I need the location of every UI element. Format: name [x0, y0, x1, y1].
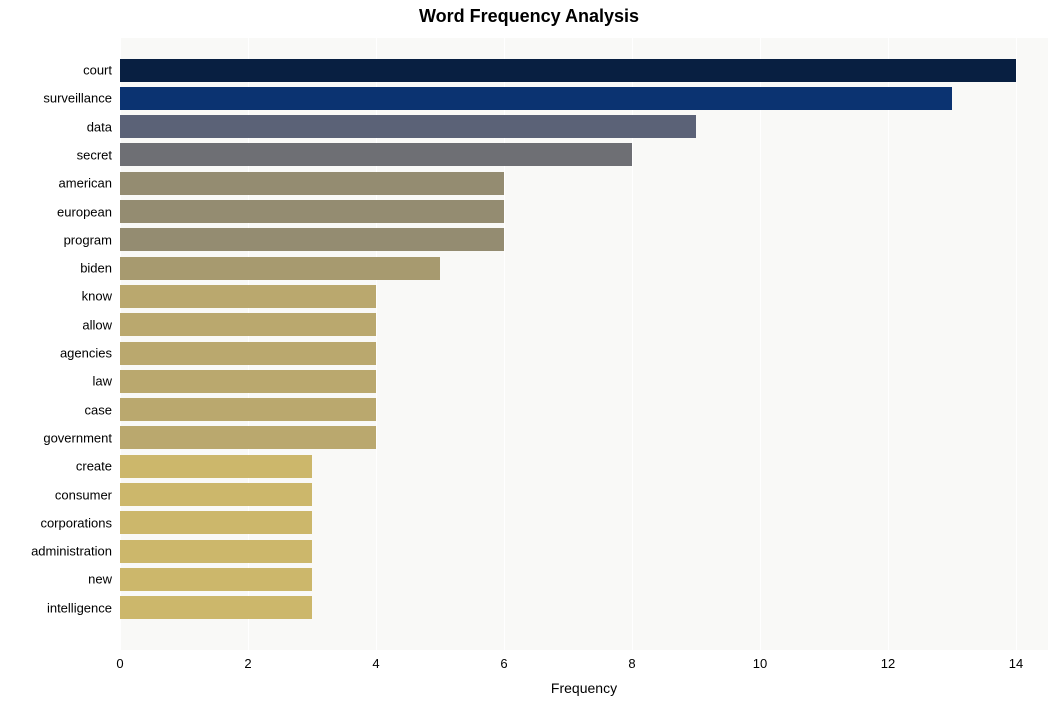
bar-european [120, 200, 504, 223]
y-label-know: know [82, 289, 120, 304]
y-label-program: program [64, 232, 120, 247]
bar-secret [120, 143, 632, 166]
bar-government [120, 426, 376, 449]
y-label-european: european [57, 204, 120, 219]
bar-consumer [120, 483, 312, 506]
y-label-consumer: consumer [55, 487, 120, 502]
x-tick-label: 6 [500, 650, 507, 671]
bar-allow [120, 313, 376, 336]
bar-data [120, 115, 696, 138]
grid-line [888, 38, 889, 650]
x-tick-label: 10 [753, 650, 767, 671]
bar-new [120, 568, 312, 591]
x-tick-label: 14 [1009, 650, 1023, 671]
y-label-new: new [88, 572, 120, 587]
x-tick-label: 0 [116, 650, 123, 671]
y-label-secret: secret [77, 147, 120, 162]
y-label-government: government [43, 430, 120, 445]
grid-line [1016, 38, 1017, 650]
y-label-case: case [85, 402, 120, 417]
y-label-biden: biden [80, 261, 120, 276]
y-label-intelligence: intelligence [47, 600, 120, 615]
y-label-law: law [92, 374, 120, 389]
x-tick-label: 12 [881, 650, 895, 671]
grid-line [760, 38, 761, 650]
y-label-corporations: corporations [40, 515, 120, 530]
bar-create [120, 455, 312, 478]
y-label-court: court [83, 63, 120, 78]
y-label-agencies: agencies [60, 346, 120, 361]
bar-corporations [120, 511, 312, 534]
x-tick-label: 8 [628, 650, 635, 671]
bar-surveillance [120, 87, 952, 110]
y-label-american: american [59, 176, 120, 191]
y-label-data: data [87, 119, 120, 134]
word-frequency-chart: Word Frequency Analysis Frequency 024681… [0, 0, 1058, 701]
y-label-surveillance: surveillance [43, 91, 120, 106]
chart-title: Word Frequency Analysis [0, 6, 1058, 27]
bar-american [120, 172, 504, 195]
bar-program [120, 228, 504, 251]
x-tick-label: 2 [244, 650, 251, 671]
x-axis-title: Frequency [120, 650, 1048, 696]
bar-administration [120, 540, 312, 563]
y-label-administration: administration [31, 544, 120, 559]
bar-agencies [120, 342, 376, 365]
bar-biden [120, 257, 440, 280]
bar-court [120, 59, 1016, 82]
plot-area: Frequency 02468101214courtsurveillanceda… [120, 38, 1048, 650]
y-label-create: create [76, 459, 120, 474]
bar-case [120, 398, 376, 421]
x-tick-label: 4 [372, 650, 379, 671]
bar-intelligence [120, 596, 312, 619]
y-label-allow: allow [82, 317, 120, 332]
bar-know [120, 285, 376, 308]
bar-law [120, 370, 376, 393]
